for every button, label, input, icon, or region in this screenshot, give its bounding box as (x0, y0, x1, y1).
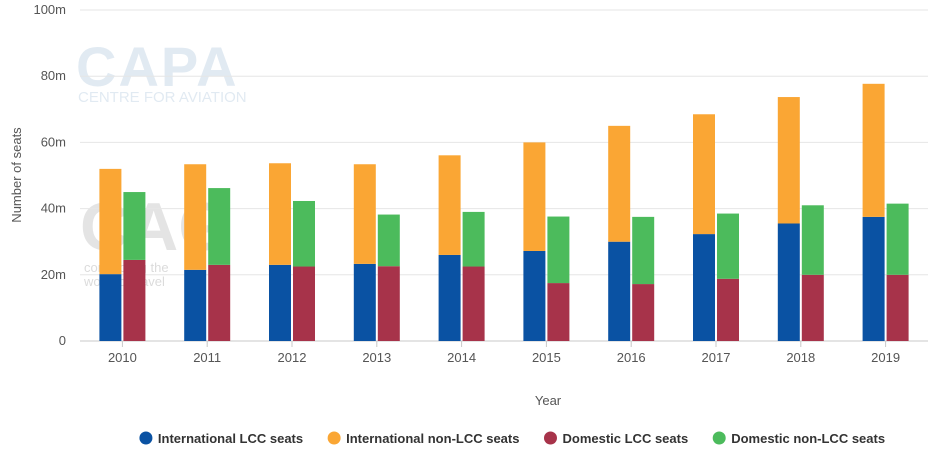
y-axis-ticks: 0 20m 40m 60m 80m 100m (33, 2, 66, 348)
bar-domestic-lcc-seats (886, 274, 909, 341)
legend-label: Domestic LCC seats (562, 431, 688, 446)
bar-international-non-lcc-seats (608, 125, 631, 242)
bar-domestic-lcc-seats (208, 264, 231, 341)
bar-domestic-lcc-seats (377, 266, 400, 341)
x-tick-label: 2013 (362, 350, 391, 365)
y-tick-label: 100m (33, 2, 66, 17)
x-axis-ticks: 2010 2011 2012 2013 2014 2015 2016 2017 2018 2019 (108, 341, 900, 365)
y-axis-title: Number of seats (9, 127, 24, 223)
bar-domestic-lcc-seats (632, 284, 655, 341)
bar-domestic-non-lcc-seats (632, 216, 655, 285)
legend-label: International LCC seats (158, 431, 303, 446)
bar-international-lcc-seats (269, 264, 291, 341)
bar-domestic-non-lcc-seats (123, 192, 146, 260)
legend-item[interactable]: International non-LCC seats (327, 431, 520, 446)
bar-international-lcc-seats (693, 234, 715, 341)
bar-international-lcc-seats (353, 263, 376, 341)
bar-domestic-non-lcc-seats (208, 188, 231, 265)
x-tick-label: 2010 (108, 350, 137, 365)
bar-international-non-lcc-seats (269, 163, 291, 265)
x-tick-label: 2012 (278, 350, 307, 365)
bar-domestic-lcc-seats (547, 283, 570, 341)
bar-domestic-non-lcc-seats (547, 216, 570, 284)
y-tick-label: 40m (41, 201, 66, 216)
bar-international-lcc-seats (438, 254, 461, 341)
bar-international-non-lcc-seats (438, 155, 461, 255)
legend-marker (139, 431, 153, 445)
bar-international-lcc-seats (523, 250, 546, 341)
x-axis-title: Year (535, 393, 562, 408)
bar-international-non-lcc-seats (862, 83, 885, 217)
bar-domestic-lcc-seats (293, 266, 315, 341)
y-tick-label: 20m (41, 267, 66, 282)
bar-domestic-non-lcc-seats (886, 203, 909, 275)
x-tick-label: 2017 (702, 350, 731, 365)
bar-international-non-lcc-seats (353, 164, 376, 264)
bar-domestic-non-lcc-seats (462, 211, 485, 267)
bar-domestic-non-lcc-seats (717, 213, 739, 279)
y-tick-label: 80m (41, 68, 66, 83)
bar-domestic-non-lcc-seats (801, 205, 824, 275)
x-tick-label: 2016 (617, 350, 646, 365)
bar-domestic-lcc-seats (462, 266, 485, 341)
capa-watermark: CAPA CENTRE FOR AVIATION (76, 35, 247, 106)
legend-marker (543, 431, 557, 445)
legend-item[interactable]: Domestic non-LCC seats (712, 431, 885, 446)
bar-international-lcc-seats (777, 223, 800, 341)
x-tick-label: 2019 (871, 350, 900, 365)
legend-item[interactable]: International LCC seats (139, 431, 303, 446)
y-tick-label: 60m (41, 134, 66, 149)
bar-international-non-lcc-seats (693, 114, 715, 235)
bar-international-lcc-seats (184, 269, 207, 341)
capa-subtitle-text: CENTRE FOR AVIATION (78, 89, 247, 106)
bar-international-non-lcc-seats (99, 168, 122, 275)
bar-domestic-non-lcc-seats (293, 200, 315, 267)
x-tick-label: 2011 (193, 350, 221, 365)
bar-domestic-lcc-seats (717, 278, 739, 341)
x-tick-label: 2014 (447, 350, 476, 365)
legend-marker (327, 431, 341, 445)
bar-international-non-lcc-seats (184, 164, 207, 270)
legend-marker (712, 431, 726, 445)
bars (99, 83, 909, 341)
capa-logo-text: CAPA (76, 35, 239, 98)
legend-label: Domestic non-LCC seats (731, 431, 885, 446)
x-tick-label: 2018 (786, 350, 815, 365)
bar-domestic-non-lcc-seats (377, 214, 400, 267)
bar-international-lcc-seats (862, 216, 885, 341)
legend-item[interactable]: Domestic LCC seats (543, 431, 688, 446)
legend: International LCC seats International non… (139, 431, 885, 446)
bar-international-lcc-seats (608, 241, 631, 341)
bar-international-lcc-seats (99, 274, 122, 341)
bar-international-non-lcc-seats (777, 97, 800, 224)
y-tick-label: 0 (59, 333, 66, 348)
legend-label: International non-LCC seats (346, 431, 519, 446)
bar-domestic-lcc-seats (801, 274, 824, 341)
bar-domestic-lcc-seats (123, 259, 146, 341)
x-tick-label: 2015 (532, 350, 561, 365)
bar-international-non-lcc-seats (523, 142, 546, 251)
